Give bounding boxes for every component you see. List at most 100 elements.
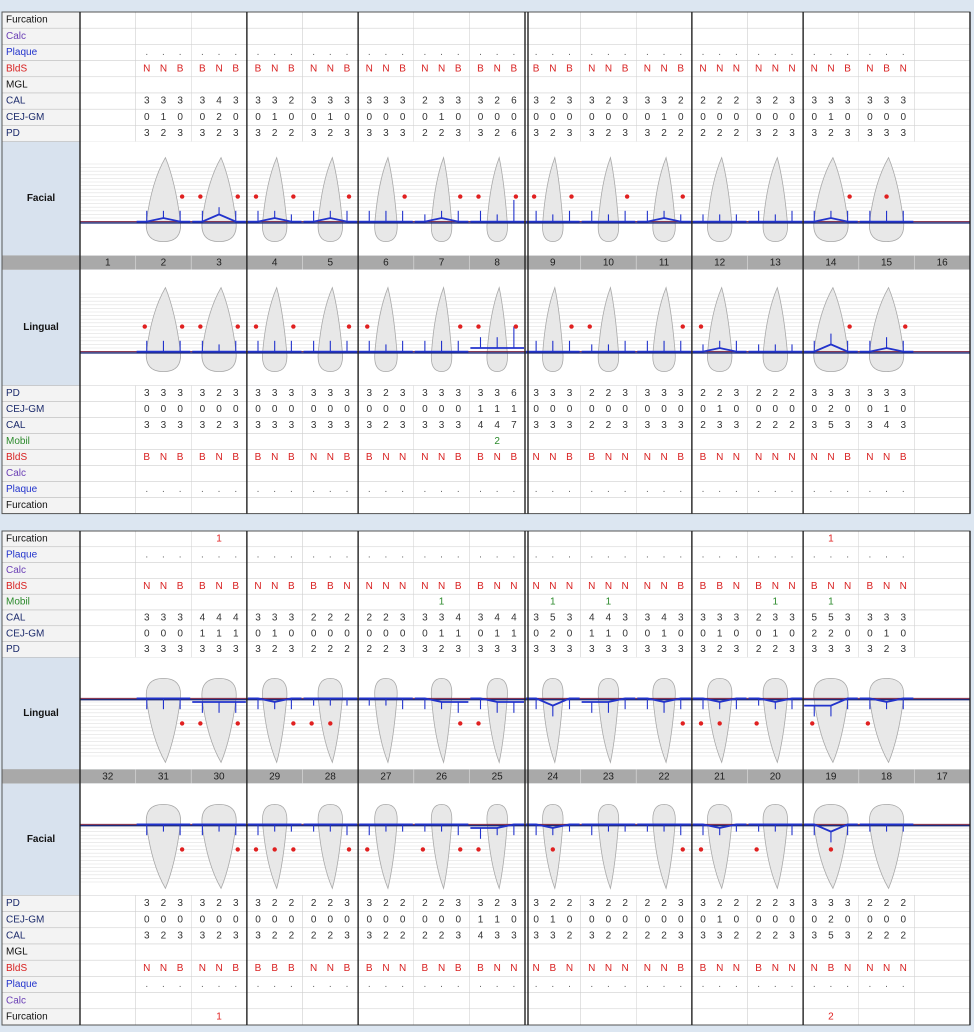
cell-value: 0 [289,628,295,639]
cell-value: 3 [344,931,350,942]
perio-chart: FurcationCalcPlaque.....................… [0,0,974,1032]
cell-value: 3 [455,96,461,107]
cell-value: 3 [233,96,239,107]
cell-value: 2 [867,931,873,942]
cell-value: . [218,979,221,990]
cell-value: . [846,484,849,495]
cell-value: . [346,484,349,495]
cell-value: N [716,63,723,74]
cell-value: 3 [567,128,573,139]
cell-value: 3 [589,898,595,909]
cell-value: 3 [200,96,206,107]
cell-value: 1 [773,597,779,608]
cell-value: 1 [494,404,500,415]
cell [803,434,859,450]
cell [859,531,915,547]
bleeding-dot [514,194,518,198]
bleeding-dot [829,847,833,851]
cell-value: 2 [366,644,372,655]
cell-value: . [423,549,426,560]
cell-value: 2 [439,128,445,139]
cell-value: B [232,452,239,463]
cell-value: 3 [811,96,817,107]
cell-value: 3 [900,613,906,624]
tooth-number: 21 [714,772,726,783]
cell-value: 3 [900,644,906,655]
cell-value: . [145,979,148,990]
cell-value: 0 [622,404,628,415]
cell-value: 3 [845,420,851,431]
tooth-number: 19 [825,772,837,783]
cell-value: 0 [366,628,372,639]
cell-value: 0 [900,628,906,639]
cell-value: . [273,979,276,990]
cell [914,61,970,77]
cell-value: 3 [439,96,445,107]
cell [859,466,915,482]
cell-value: 0 [289,404,295,415]
cell [581,993,637,1009]
cell-value: 1 [272,112,278,123]
cell-value: . [312,47,315,58]
cell [303,594,359,610]
cell-value: 0 [383,404,389,415]
cell [803,993,859,1009]
cell-value: B [477,963,484,974]
cell-value: 3 [589,931,595,942]
cell [692,1009,748,1025]
cell-value: . [902,47,905,58]
cell [859,993,915,1009]
cell-value: 0 [789,112,795,123]
cell-value: 3 [161,388,167,399]
cell-value: . [312,484,315,495]
cell-value: B [883,63,890,74]
cell-value: B [477,63,484,74]
cell-value: 0 [383,628,389,639]
cell-value: 3 [161,420,167,431]
cell-value: 4 [216,96,222,107]
cell-value: 3 [144,420,150,431]
cell-value: 0 [606,914,612,925]
row-label: PD [6,644,20,655]
cell [914,77,970,93]
bleeding-dot [365,847,369,851]
cell-value: . [624,549,627,560]
cell-value: 2 [828,1012,834,1023]
cell-value: 1 [717,628,723,639]
tooth-number: 4 [272,258,278,269]
cell-value: 4 [216,613,222,624]
image-label: Facial [27,834,56,845]
cell-value: 0 [550,112,556,123]
cell-value: 1 [589,628,595,639]
cell-value: . [791,549,794,560]
bleeding-dot [236,721,240,725]
cell [914,960,970,976]
cell [525,498,581,514]
cell-value: 3 [200,898,206,909]
cell-value: 1 [216,628,222,639]
tooth-number: 13 [770,258,782,269]
bleeding-dot [458,194,462,198]
cell-value: 1 [884,404,890,415]
cell [80,77,136,93]
cell-value: 3 [478,898,484,909]
cell-value: . [257,549,260,560]
cell [581,77,637,93]
cell-value: N [494,581,501,592]
cell [525,531,581,547]
cell-value: 2 [550,628,556,639]
cell-value: . [607,549,610,560]
cell [80,402,136,418]
bleeding-dot [458,847,462,851]
cell-value: 0 [366,914,372,925]
cell [581,498,637,514]
cell-value: . [885,979,888,990]
cell [636,594,692,610]
cell-value: 3 [400,613,406,624]
bleeding-dot [532,194,536,198]
cell-value: N [310,63,317,74]
cell-value: 1 [494,914,500,925]
cell [525,28,581,44]
cell-value: . [290,47,293,58]
cell-value: 0 [494,112,500,123]
